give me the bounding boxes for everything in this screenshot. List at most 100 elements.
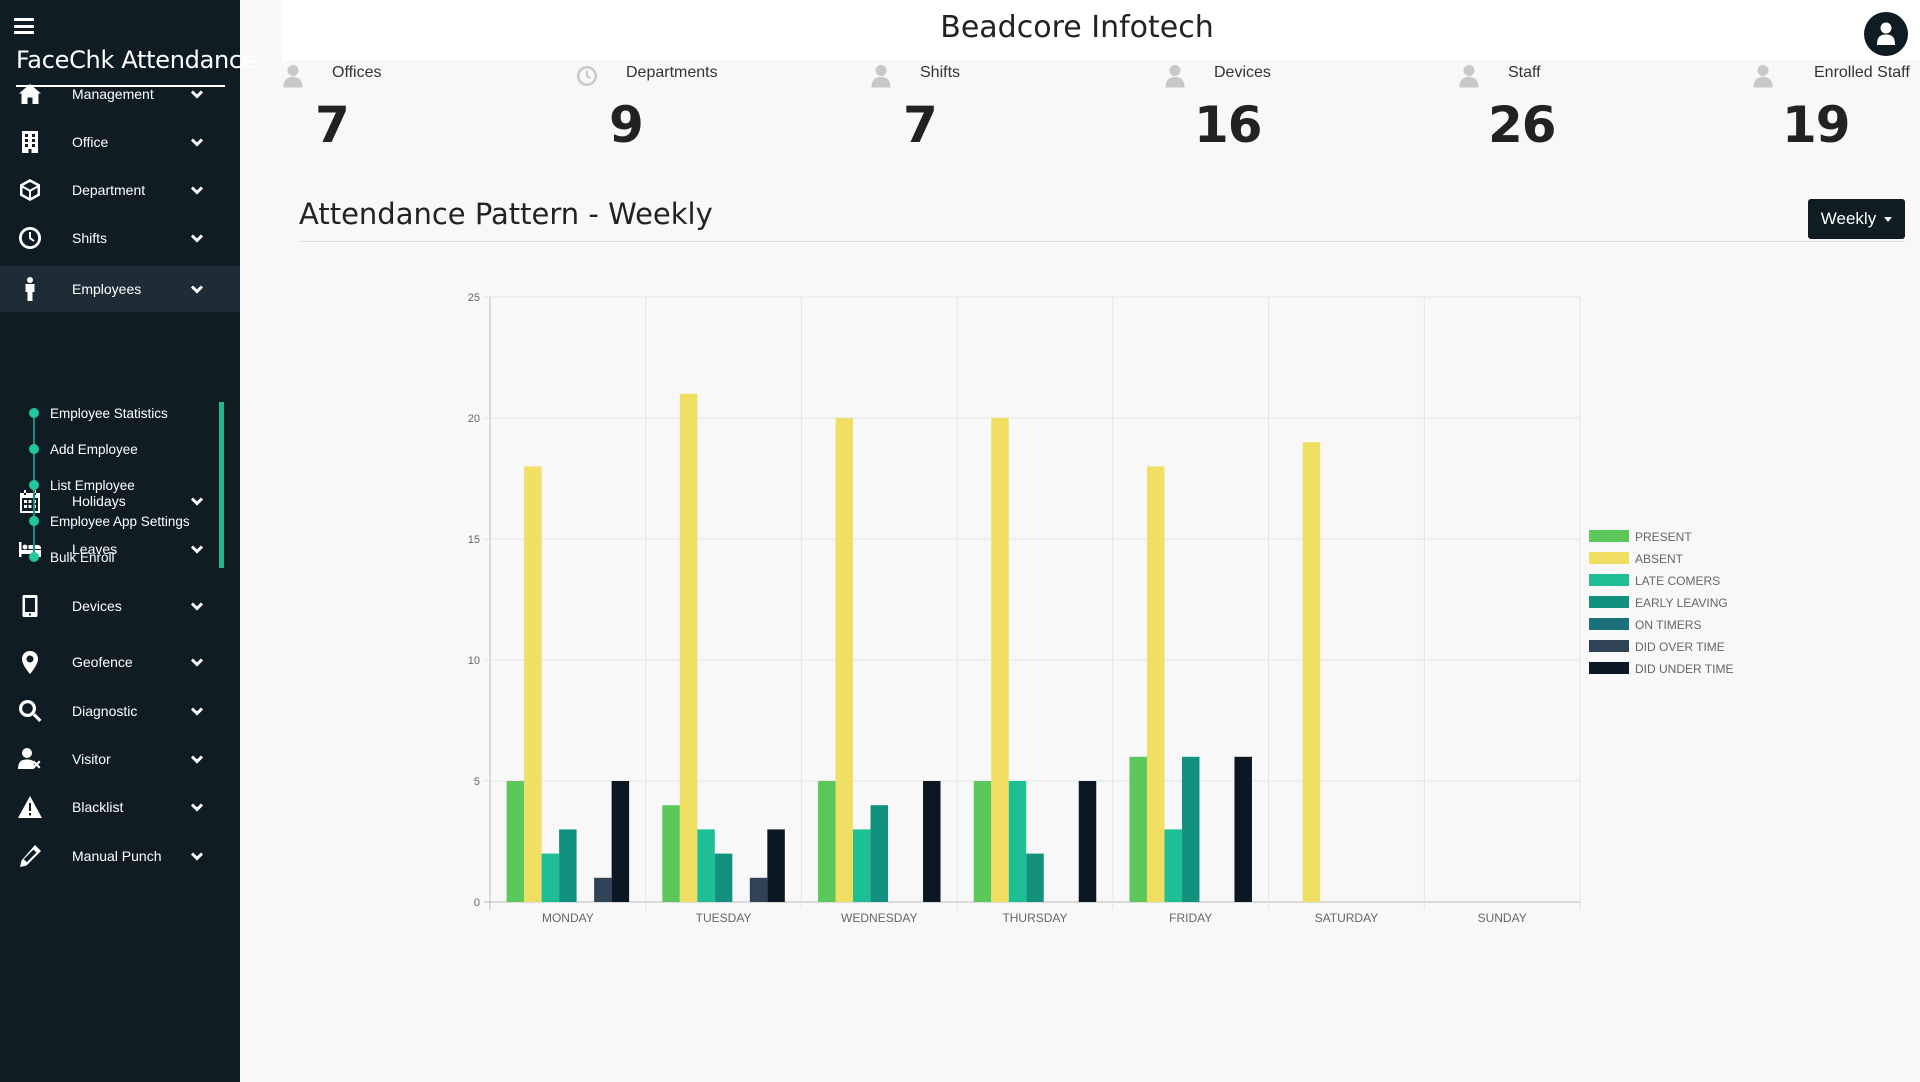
chevron-down-icon[interactable] xyxy=(190,183,204,197)
stat-card-staff[interactable]: Staff 26 xyxy=(1458,60,1698,154)
sidebar-item-management[interactable]: Management xyxy=(0,71,240,117)
stat-card-departments[interactable]: Departments 9 xyxy=(576,60,816,154)
sidebar-item-label: Office xyxy=(72,134,109,150)
submenu-item-label: Employee App Settings xyxy=(50,513,190,529)
clock-icon xyxy=(16,224,44,252)
submenu-item-employee-statistics[interactable]: Employee Statistics xyxy=(0,400,215,426)
chevron-down-icon[interactable] xyxy=(190,800,204,814)
bar-absent-wednesday xyxy=(835,418,854,902)
chevron-down-icon[interactable] xyxy=(190,282,204,296)
sidebar-item-holidays[interactable]: Holidays xyxy=(0,478,240,524)
stat-label: Offices xyxy=(332,64,382,81)
chevron-down-icon[interactable] xyxy=(190,135,204,149)
user-icon xyxy=(1877,22,1895,45)
bar-did-under-time-monday xyxy=(611,781,630,902)
stat-card-shifts[interactable]: Shifts 7 xyxy=(870,60,1110,154)
sidebar-item-employees[interactable]: Employees xyxy=(0,266,240,312)
bar-present-friday xyxy=(1129,756,1147,902)
legend-label: DID OVER TIME xyxy=(1635,640,1725,654)
chevron-down-icon[interactable] xyxy=(190,849,204,863)
legend-swatch xyxy=(1589,530,1629,542)
stat-card-enrolled-staff[interactable]: Enrolled Staff 19 xyxy=(1752,60,1920,154)
submenu-item-label: List Employee xyxy=(50,477,135,493)
submenu-item-bulk-enroll[interactable]: Bulk Enroll xyxy=(0,544,215,570)
sidebar-item-label: Leaves xyxy=(72,541,118,557)
sidebar-item-office[interactable]: Office xyxy=(0,119,240,165)
legend-label: EARLY LEAVING xyxy=(1635,596,1728,610)
legend-swatch xyxy=(1589,618,1629,630)
clock-icon xyxy=(576,64,598,88)
sidebar-item-shifts[interactable]: Shifts xyxy=(0,215,240,261)
legend-swatch xyxy=(1589,662,1629,674)
user-icon xyxy=(1458,64,1480,88)
chevron-down-icon[interactable] xyxy=(190,494,204,508)
section-divider xyxy=(299,241,1905,242)
warning-icon xyxy=(16,793,44,821)
sidebar-item-department[interactable]: Department xyxy=(0,167,240,213)
submenu-item-list-employee[interactable]: List Employee xyxy=(0,472,215,498)
x-tick-label: FRIDAY xyxy=(1169,911,1212,925)
employees-submenu: Employee Statistics Add Employee List Em… xyxy=(0,400,240,570)
caret-down-icon xyxy=(1884,216,1893,222)
map-marker-icon xyxy=(16,648,44,676)
x-tick-label: THURSDAY xyxy=(1002,911,1067,925)
period-dropdown-label: Weekly xyxy=(1820,209,1877,228)
stat-card-offices[interactable]: Offices 7 xyxy=(282,60,522,154)
bar-early-leaving-thursday xyxy=(1026,853,1044,902)
sidebar-item-geofence[interactable]: Geofence xyxy=(0,639,240,685)
y-tick-label: 20 xyxy=(468,413,480,425)
hamburger-menu-icon[interactable] xyxy=(14,18,34,34)
sidebar-item-blacklist[interactable]: Blacklist xyxy=(0,784,240,830)
x-tick-label: SUNDAY xyxy=(1478,911,1527,925)
sidebar-item-visitor[interactable]: Visitor xyxy=(0,736,240,782)
bullet-icon xyxy=(29,516,39,526)
sidebar-item-label: Visitor xyxy=(72,751,111,767)
submenu-item-employee-app-settings[interactable]: Employee App Settings xyxy=(0,508,215,534)
chevron-down-icon[interactable] xyxy=(190,542,204,556)
bar-did-under-time-wednesday xyxy=(923,781,941,902)
bar-present-tuesday xyxy=(662,805,680,902)
sidebar-item-manual-punch[interactable]: Manual Punch xyxy=(0,833,240,879)
stat-card-devices[interactable]: Devices 16 xyxy=(1164,60,1404,154)
bar-early-leaving-monday xyxy=(559,829,577,902)
chevron-down-icon[interactable] xyxy=(190,599,204,613)
brand-divider xyxy=(16,85,225,87)
bar-early-leaving-friday xyxy=(1181,756,1200,902)
sidebar-item-label: Shifts xyxy=(72,230,108,246)
sidebar-item-label: Geofence xyxy=(72,654,133,670)
user-icon xyxy=(870,64,892,88)
user-avatar-button[interactable] xyxy=(1864,12,1908,56)
brand-title: FaceChk Attendance xyxy=(16,46,257,74)
chevron-down-icon[interactable] xyxy=(190,704,204,718)
period-dropdown-button[interactable]: Weekly xyxy=(1808,199,1905,239)
stat-value: 19 xyxy=(1782,96,1851,154)
bullet-icon xyxy=(29,480,39,490)
bar-late-comers-thursday xyxy=(1008,781,1027,902)
sidebar-item-devices[interactable]: Devices xyxy=(0,583,240,629)
calendar-icon xyxy=(16,487,44,515)
chevron-down-icon[interactable] xyxy=(190,231,204,245)
legend-label: PRESENT xyxy=(1635,530,1692,544)
chevron-down-icon[interactable] xyxy=(190,752,204,766)
bar-absent-tuesday xyxy=(679,393,698,902)
company-name: Beadcore Infotech xyxy=(940,10,1214,45)
home-icon xyxy=(16,80,44,108)
bar-did-under-time-tuesday xyxy=(767,829,785,902)
bullet-icon xyxy=(29,408,39,418)
bar-did-over-time-monday xyxy=(594,877,612,902)
x-tick-label: SATURDAY xyxy=(1315,911,1379,925)
top-bar: Beadcore Infotech xyxy=(282,0,1920,60)
submenu-item-label: Add Employee xyxy=(50,441,138,457)
x-tick-label: WEDNESDAY xyxy=(841,911,917,925)
sidebar-item-diagnostic[interactable]: Diagnostic xyxy=(0,688,240,734)
chevron-down-icon[interactable] xyxy=(190,87,204,101)
sidebar-item-label: Department xyxy=(72,182,146,198)
bar-late-comers-wednesday xyxy=(853,829,871,902)
chevron-down-icon[interactable] xyxy=(190,655,204,669)
sidebar-item-label: Blacklist xyxy=(72,799,124,815)
attendance-bar-chart: 0 5 10 15 20 25 MONDAY TUESDAY WEDNESDAY THURSDAY… xyxy=(468,292,1734,925)
sidebar-item-label: Holidays xyxy=(72,493,126,509)
bar-did-under-time-thursday xyxy=(1078,781,1097,902)
legend-swatch xyxy=(1589,640,1629,652)
submenu-item-add-employee[interactable]: Add Employee xyxy=(0,436,215,462)
